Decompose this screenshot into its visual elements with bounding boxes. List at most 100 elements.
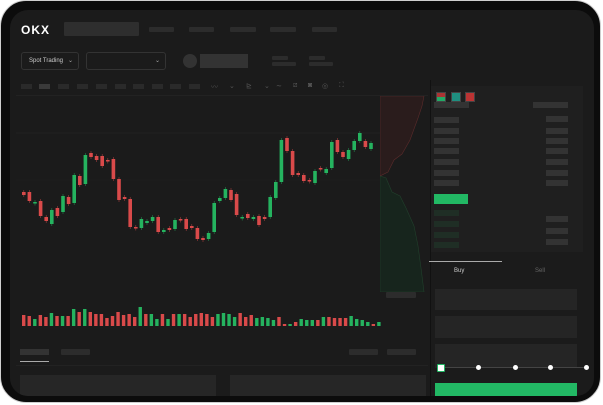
candle-body: [257, 216, 261, 225]
candle-body: [100, 156, 104, 166]
slider-stop-75[interactable]: [548, 365, 553, 370]
orderbook-price-cell[interactable]: [434, 117, 459, 123]
volume-bar: [205, 314, 209, 326]
interval-3[interactable]: [58, 84, 69, 89]
pair-dropdown[interactable]: ⌄: [86, 52, 166, 70]
orderbook-amount-cell: [546, 148, 568, 154]
orderbook-price-cell[interactable]: [434, 170, 459, 176]
orderbook-price-cell[interactable]: [434, 138, 459, 144]
asset-card: [20, 375, 216, 396]
slider-stop-50[interactable]: [513, 365, 518, 370]
orderbook-price-cell[interactable]: [434, 159, 459, 165]
candle-body: [94, 156, 99, 160]
interval-5[interactable]: [96, 84, 107, 89]
interval-9[interactable]: [170, 84, 181, 89]
volume-bar: [210, 317, 215, 326]
interval-2[interactable]: [39, 84, 50, 89]
chevron-down-icon[interactable]: ⌄: [229, 83, 235, 90]
interval-8[interactable]: [152, 84, 163, 89]
orderbook-price-cell[interactable]: [434, 210, 459, 216]
buy-button[interactable]: [435, 383, 577, 396]
market-dropdown[interactable]: Spot Trading ⌄: [21, 52, 79, 70]
interval-6[interactable]: [115, 84, 126, 89]
candle-body: [167, 228, 172, 230]
candle-body: [78, 176, 82, 185]
orderbook-amount-cell: [546, 228, 568, 234]
ruler-icon[interactable]: ⧄: [293, 82, 298, 89]
volume-bar: [49, 313, 54, 326]
orderbook-bids-icon[interactable]: [451, 92, 461, 102]
slider-stop-100[interactable]: [584, 365, 589, 370]
candle-body: [61, 196, 65, 212]
fullscreen-icon[interactable]: ⛶: [339, 82, 344, 89]
candle-body: [262, 217, 267, 219]
orderbook-both-icon[interactable]: [436, 92, 446, 102]
candle-body: [358, 133, 362, 141]
candle-body: [290, 151, 295, 175]
orderbook-price-cell[interactable]: [434, 232, 459, 238]
okx-logo[interactable]: OKX: [21, 23, 51, 37]
candle-body: [184, 219, 188, 229]
tab-buy[interactable]: Buy: [454, 268, 465, 274]
candle-body: [246, 214, 250, 218]
divider: [16, 95, 428, 96]
nav-item[interactable]: [149, 27, 174, 32]
stat-value: [272, 62, 296, 66]
camera-icon[interactable]: ◙: [308, 82, 313, 89]
percent-slider-handle[interactable]: [437, 364, 445, 372]
interval-1[interactable]: [21, 84, 32, 89]
volume-bar: [277, 317, 281, 326]
orderbook-price-cell[interactable]: [434, 128, 459, 134]
indicator-icon[interactable]: 〰: [211, 84, 218, 91]
candle-body: [145, 221, 149, 223]
volume-bar: [160, 314, 165, 326]
volume-bar: [332, 318, 337, 326]
amount-input[interactable]: [435, 316, 577, 338]
nav-item[interactable]: [189, 27, 214, 32]
total-input[interactable]: [435, 344, 577, 368]
depth-chart: [380, 96, 425, 292]
volume-bar: [144, 314, 148, 326]
draw-icon[interactable]: ⊵: [246, 83, 252, 90]
orderbook-price-cell[interactable]: [434, 242, 459, 248]
tab-sell[interactable]: Sell: [535, 268, 546, 274]
price-input[interactable]: [435, 289, 577, 310]
filter-button[interactable]: [387, 349, 416, 355]
interval-7[interactable]: [133, 84, 144, 89]
chevron-down-icon[interactable]: ⌄: [264, 83, 270, 90]
orderbook-price-cell[interactable]: [434, 148, 459, 154]
volume-bar: [60, 316, 65, 326]
orderbook-amount-cell: [546, 170, 568, 176]
volume-bar: [343, 318, 348, 326]
volume-bar: [55, 316, 59, 326]
orderbook-price-cell[interactable]: [434, 221, 459, 227]
interval-10[interactable]: [189, 84, 200, 89]
candle-body: [89, 153, 93, 157]
candle-body: [122, 197, 127, 199]
search-placeholder[interactable]: [64, 22, 139, 36]
orderbook-price-cell[interactable]: [434, 180, 459, 186]
orderbook-amount-cell: [546, 128, 568, 134]
tab-history[interactable]: [61, 349, 90, 355]
nav-item[interactable]: [230, 27, 256, 32]
nav-item[interactable]: [270, 27, 296, 32]
asset-card: [230, 375, 426, 396]
volume-bar: [310, 320, 314, 326]
volume-bar: [349, 316, 353, 326]
interval-4[interactable]: [77, 84, 88, 89]
candlestick-chart[interactable]: [10, 10, 430, 340]
candle-body: [117, 179, 121, 200]
candle-body: [318, 168, 323, 170]
candle-body: [363, 141, 368, 147]
price-axis-label: [386, 292, 416, 298]
volume-bar: [221, 313, 226, 326]
tab-open-orders[interactable]: [20, 349, 49, 355]
slider-stop-25[interactable]: [476, 365, 481, 370]
volume-bar: [194, 314, 198, 326]
orderbook-asks-icon[interactable]: [465, 92, 475, 102]
orderbook-amount-cell: [546, 116, 568, 122]
filter-button[interactable]: [349, 349, 378, 355]
settings-icon[interactable]: ◎: [322, 83, 329, 90]
line-icon[interactable]: ∼: [276, 83, 282, 90]
nav-item[interactable]: [312, 27, 337, 32]
